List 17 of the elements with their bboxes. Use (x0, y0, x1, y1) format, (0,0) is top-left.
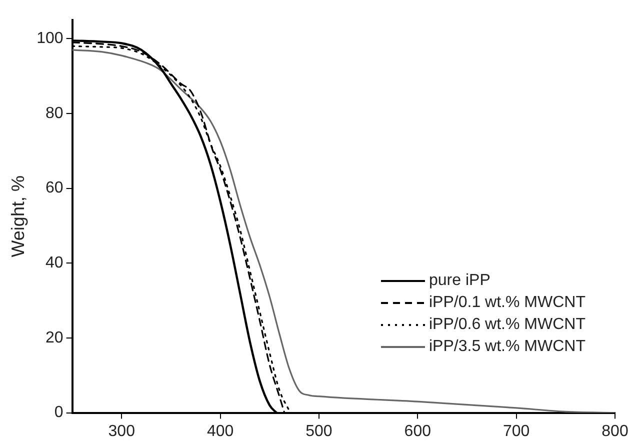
x-tick-label: 700 (502, 422, 530, 440)
legend-label: iPP/0.6 wt.% MWCNT (429, 314, 586, 335)
legend-label: iPP/3.5 wt.% MWCNT (429, 336, 586, 357)
legend-label: iPP/0.1 wt.% MWCNT (429, 292, 586, 313)
y-tick-label: 80 (46, 104, 64, 122)
legend-label: pure iPP (429, 270, 490, 291)
y-tick-label: 40 (46, 254, 64, 272)
y-tick-label: 60 (46, 180, 64, 197)
y-tick-label: 100 (36, 30, 64, 48)
y-tick-label: 0 (54, 404, 64, 422)
y-axis-title: Weight, % (8, 176, 28, 258)
x-tick-label: 800 (602, 422, 628, 440)
x-tick-label: 500 (306, 422, 332, 440)
x-tick-label: 400 (206, 422, 234, 440)
x-tick-label: 300 (108, 422, 136, 440)
x-tick-label: 600 (404, 422, 432, 440)
y-tick-label: 20 (46, 329, 64, 346)
